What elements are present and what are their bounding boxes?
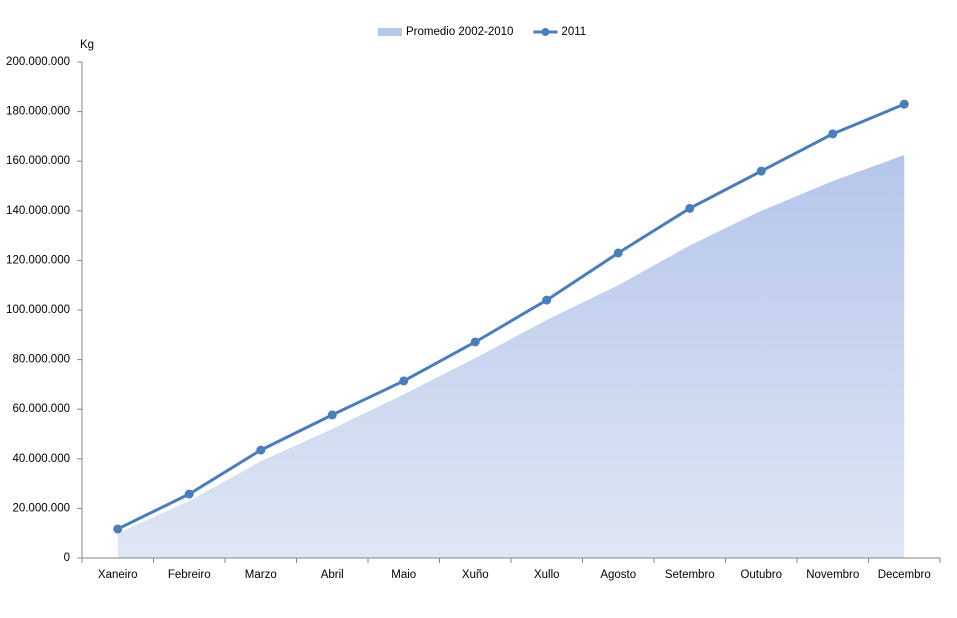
x-tick-label: Outubro	[740, 569, 782, 581]
y-tick-label: 100.000.000	[6, 304, 70, 316]
marker	[113, 524, 123, 534]
x-tick-label: Abril	[321, 569, 344, 581]
x-tick-label: Setembro	[665, 569, 715, 581]
x-tick-label: Agosto	[600, 569, 636, 581]
x-tick-label: Febreiro	[168, 569, 211, 581]
marker	[470, 337, 480, 347]
marker	[399, 376, 409, 386]
marker	[685, 203, 695, 213]
y-tick-label: 80.000.000	[12, 354, 70, 366]
x-tick-label: Decembro	[878, 569, 931, 581]
y-tick-label: 180.000.000	[6, 106, 70, 118]
marker	[756, 166, 766, 176]
marker	[542, 295, 552, 305]
y-tick-label: 20.000.000	[12, 502, 70, 514]
y-tick-label: 140.000.000	[6, 205, 70, 217]
legend-swatch	[378, 28, 402, 36]
y-tick-label: 40.000.000	[12, 453, 70, 465]
x-tick-label: Xullo	[534, 569, 560, 581]
marker	[256, 445, 266, 455]
marker	[613, 248, 623, 258]
x-tick-label: Xuño	[462, 569, 489, 581]
legend-swatch	[541, 28, 550, 36]
y-tick-label: 0	[64, 552, 70, 564]
y-tick-label: 160.000.000	[6, 155, 70, 167]
marker	[899, 99, 909, 109]
y-tick-label: 200.000.000	[6, 56, 70, 68]
x-tick-label: Marzo	[245, 569, 277, 581]
marker	[828, 129, 838, 139]
y-tick-label: 120.000.000	[6, 254, 70, 266]
legend-label: Promedio 2002-2010	[406, 26, 513, 38]
x-tick-label: Xaneiro	[98, 569, 138, 581]
marker	[184, 489, 194, 499]
y-tick-label: 60.000.000	[12, 403, 70, 415]
line	[117, 102, 905, 531]
marker	[327, 410, 337, 420]
x-tick-label: Novembro	[806, 569, 859, 581]
area	[117, 155, 905, 558]
legend-label: 2011	[561, 26, 586, 38]
x-tick-label: Maio	[391, 569, 416, 581]
y-axis-label: Kg	[80, 39, 94, 51]
